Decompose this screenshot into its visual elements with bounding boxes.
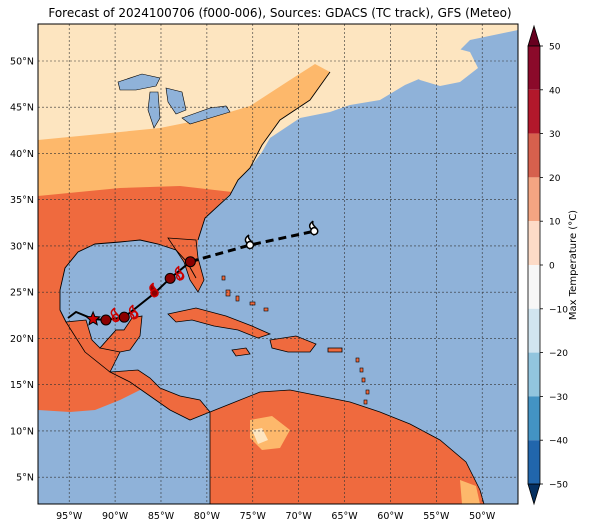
latitude-labels: 50°N 45°N 40°N 35°N 30°N 25°N 20°N 15°N 10°N 5°N: [10, 56, 34, 483]
colorbar-tick-label: −50: [549, 481, 568, 491]
lon-tick-label: 75°W: [240, 511, 267, 522]
south-america-mild-patch: [250, 416, 480, 504]
storm-position-marker: [100, 314, 112, 326]
colorbar-band: [528, 177, 540, 222]
colorbar-band: [528, 221, 540, 265]
colorbar-tick-label: 40: [549, 86, 561, 96]
colorbar-band: [528, 89, 540, 134]
colorbar-tick-label: 30: [549, 130, 561, 140]
lake-erie-ontario: [181, 105, 231, 125]
lon-tick-label: 90°W: [102, 511, 129, 522]
map-frame: [37, 23, 519, 505]
lat-tick-label: 5°N: [16, 473, 34, 484]
colorbar-tick-label: 20: [549, 174, 561, 184]
hurricane-icon: [244, 234, 255, 250]
colorbar-tick-label: −30: [549, 393, 568, 403]
storm-position-marker: [118, 311, 130, 323]
map-title: Forecast of 2024100706 (f000-006), Sourc…: [48, 6, 512, 20]
lon-tick-label: 60°W: [377, 511, 404, 522]
lat-tick-label: 45°N: [10, 103, 34, 114]
colorbar-band: [528, 46, 540, 90]
lon-tick-label: 55°W: [423, 511, 450, 522]
lat-tick-label: 35°N: [10, 195, 34, 206]
storm-origin-star-icon: [85, 310, 101, 326]
storm-position-marker: [164, 272, 176, 284]
graticule: [38, 24, 518, 504]
hurricane-icon: [308, 220, 319, 236]
colorbar-tick-label: 50: [549, 43, 561, 53]
lon-tick-label: 95°W: [56, 511, 83, 522]
colorbar-label: Max Temperature (°C): [568, 210, 579, 320]
lat-tick-label: 15°N: [10, 380, 34, 391]
storm-track: [67, 220, 319, 326]
mild-temperature-zone: [38, 64, 330, 198]
lat-tick-label: 25°N: [10, 288, 34, 299]
colorbar-band: [528, 133, 540, 178]
colorbar-min-extend: [527, 483, 541, 506]
colorbar: 50 40 30 20 10 0 −10 −20 −30 −40 −50: [527, 24, 568, 506]
us-east-coastline: [197, 71, 331, 241]
storm-position-marker: [184, 256, 196, 268]
map-area[interactable]: [38, 24, 518, 504]
colorbar-tick-label: −20: [549, 349, 568, 359]
jamaica-land: [231, 347, 251, 357]
lon-tick-label: 70°W: [286, 511, 313, 522]
gulf-coastline: [59, 239, 197, 323]
track-line-forecast: [189, 229, 315, 264]
colorbar-band: [528, 396, 540, 441]
lon-tick-label: 80°W: [194, 511, 221, 522]
lat-tick-label: 10°N: [10, 426, 34, 437]
colorbar-max-extend: [527, 24, 541, 47]
lat-tick-label: 50°N: [10, 56, 34, 67]
hurricane-icon: [174, 265, 185, 281]
hispaniola-land: [269, 335, 317, 353]
lake-michigan: [147, 91, 161, 129]
colorbar-tick-label: 0: [549, 262, 555, 272]
hurricane-icon: [149, 282, 159, 298]
longitude-labels: 95°W 90°W 85°W 80°W 75°W 70°W 65°W 60°W 55°W 50°W: [56, 511, 496, 522]
lon-tick-label: 65°W: [331, 511, 358, 522]
newfoundland-land: [405, 44, 478, 86]
colorbar-band: [528, 352, 540, 397]
lon-tick-label: 50°W: [469, 511, 496, 522]
colorbar-tick-label: 10: [549, 218, 561, 228]
lake-superior: [117, 73, 161, 91]
lesser-antilles: [355, 357, 370, 405]
colorbar-band: [528, 440, 540, 484]
lat-tick-label: 20°N: [10, 334, 34, 345]
lake-huron: [165, 87, 187, 115]
colorbar-tick-label: −40: [549, 437, 568, 447]
south-america-highland: [252, 428, 268, 444]
yucatan-land: [99, 315, 143, 353]
hurricane-icon: [128, 304, 139, 320]
lat-tick-label: 40°N: [10, 149, 34, 160]
colorbar-band: [528, 265, 540, 309]
colorbar-band: [528, 308, 540, 353]
cuba-land: [167, 307, 272, 339]
lon-tick-label: 85°W: [148, 511, 175, 522]
south-america-land: [209, 389, 485, 504]
puerto-rico-land: [327, 347, 343, 353]
lat-tick-label: 30°N: [10, 241, 34, 252]
colorbar-tick-label: −10: [549, 305, 568, 315]
